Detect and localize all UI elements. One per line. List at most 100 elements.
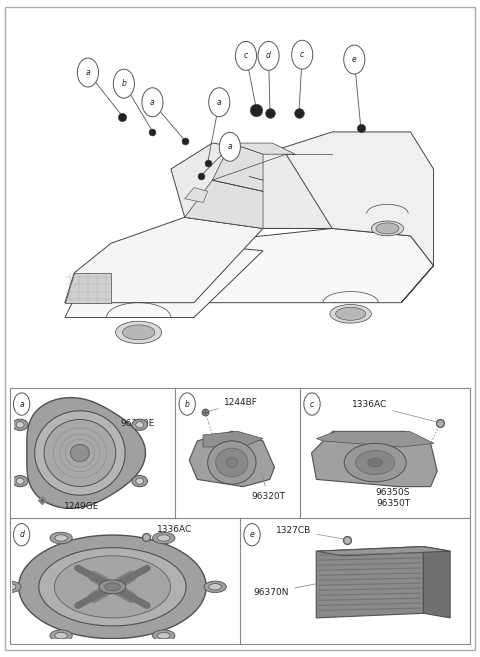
Ellipse shape — [344, 443, 406, 482]
Ellipse shape — [204, 581, 226, 593]
Ellipse shape — [132, 419, 147, 430]
Polygon shape — [65, 273, 111, 303]
Polygon shape — [318, 572, 421, 576]
Text: a: a — [228, 143, 232, 151]
Circle shape — [258, 41, 279, 70]
Text: e: e — [352, 55, 357, 64]
Polygon shape — [316, 547, 423, 618]
Circle shape — [13, 524, 30, 546]
Polygon shape — [189, 432, 275, 487]
Circle shape — [13, 393, 30, 415]
Ellipse shape — [122, 325, 155, 340]
Text: b: b — [185, 399, 190, 409]
Ellipse shape — [44, 419, 116, 486]
Ellipse shape — [50, 630, 72, 641]
Text: a: a — [217, 98, 222, 106]
Polygon shape — [312, 432, 437, 487]
Ellipse shape — [336, 307, 366, 321]
Polygon shape — [318, 578, 421, 581]
Circle shape — [113, 69, 134, 98]
Polygon shape — [318, 602, 421, 606]
Text: 96320T: 96320T — [252, 474, 286, 501]
Text: 1327CB: 1327CB — [276, 526, 345, 539]
Polygon shape — [185, 188, 208, 202]
Circle shape — [157, 535, 170, 541]
Text: 1249GE: 1249GE — [48, 501, 100, 510]
Circle shape — [344, 45, 365, 74]
Text: c: c — [310, 399, 314, 409]
Polygon shape — [318, 568, 421, 571]
Circle shape — [209, 88, 230, 117]
Text: a: a — [19, 399, 24, 409]
Polygon shape — [318, 593, 421, 596]
Ellipse shape — [376, 223, 399, 234]
Polygon shape — [203, 432, 263, 447]
Ellipse shape — [368, 459, 383, 466]
Bar — [10, 388, 470, 644]
Text: e: e — [250, 530, 254, 539]
Ellipse shape — [39, 548, 186, 626]
Circle shape — [304, 393, 320, 415]
Ellipse shape — [226, 458, 238, 467]
Circle shape — [3, 583, 16, 590]
Ellipse shape — [116, 321, 162, 344]
Ellipse shape — [356, 451, 395, 474]
Circle shape — [55, 535, 67, 541]
Polygon shape — [65, 217, 263, 303]
Polygon shape — [316, 432, 434, 447]
Circle shape — [136, 478, 144, 484]
Text: 96371: 96371 — [142, 577, 181, 595]
Polygon shape — [318, 553, 421, 556]
Circle shape — [179, 393, 195, 415]
Polygon shape — [185, 180, 263, 229]
Ellipse shape — [71, 444, 89, 462]
Polygon shape — [316, 547, 450, 556]
Text: 1336AC: 1336AC — [149, 525, 192, 537]
Polygon shape — [318, 587, 421, 591]
Circle shape — [244, 524, 260, 546]
Ellipse shape — [208, 441, 256, 484]
Text: 1336AC: 1336AC — [352, 400, 438, 422]
Polygon shape — [212, 143, 263, 191]
Text: a: a — [150, 98, 155, 106]
Ellipse shape — [216, 448, 248, 477]
Polygon shape — [318, 597, 421, 601]
Ellipse shape — [35, 411, 125, 495]
Text: 96330E: 96330E — [98, 419, 155, 447]
Ellipse shape — [54, 556, 170, 618]
Circle shape — [235, 41, 256, 70]
Polygon shape — [263, 132, 433, 303]
Circle shape — [136, 422, 144, 428]
Text: 1244BF: 1244BF — [208, 398, 258, 411]
Text: b: b — [121, 79, 126, 88]
Ellipse shape — [0, 581, 21, 593]
Ellipse shape — [105, 583, 120, 591]
Ellipse shape — [330, 305, 372, 323]
Polygon shape — [65, 229, 433, 303]
Polygon shape — [27, 397, 145, 509]
Polygon shape — [318, 562, 421, 566]
Ellipse shape — [132, 476, 147, 487]
Text: 96350S: 96350S — [376, 488, 410, 497]
Circle shape — [16, 478, 24, 484]
Text: 96350T: 96350T — [376, 499, 410, 508]
Circle shape — [142, 88, 163, 117]
Polygon shape — [19, 535, 206, 639]
Circle shape — [209, 583, 221, 590]
Ellipse shape — [153, 532, 175, 544]
Ellipse shape — [153, 630, 175, 641]
Ellipse shape — [12, 419, 28, 430]
Circle shape — [16, 422, 24, 428]
Polygon shape — [318, 583, 421, 586]
Text: c: c — [300, 50, 304, 59]
Ellipse shape — [99, 580, 126, 594]
Ellipse shape — [12, 476, 28, 487]
Circle shape — [157, 633, 170, 639]
Text: a: a — [85, 68, 90, 77]
Polygon shape — [318, 608, 421, 611]
Circle shape — [292, 40, 313, 69]
Text: d: d — [266, 51, 271, 60]
Polygon shape — [65, 243, 263, 317]
Polygon shape — [171, 143, 332, 229]
Polygon shape — [231, 143, 295, 154]
